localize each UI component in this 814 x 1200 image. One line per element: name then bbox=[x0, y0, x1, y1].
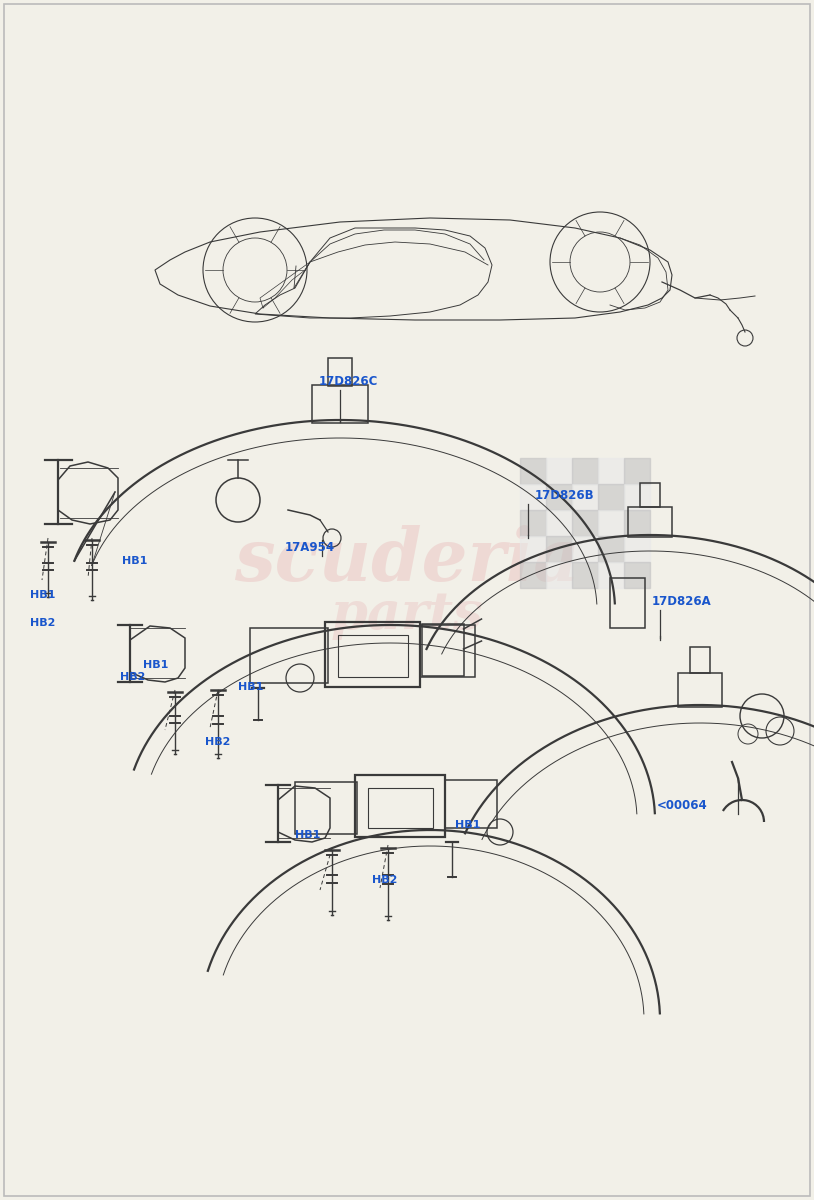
Bar bbox=[546, 484, 572, 510]
Text: HB2: HB2 bbox=[120, 672, 146, 682]
Bar bbox=[546, 562, 572, 588]
Bar bbox=[624, 536, 650, 562]
Text: HB2: HB2 bbox=[372, 875, 397, 886]
Text: scuderia: scuderia bbox=[234, 524, 580, 595]
Text: 17D826C: 17D826C bbox=[318, 374, 378, 388]
Bar bbox=[572, 458, 598, 484]
Bar bbox=[520, 458, 546, 484]
Bar bbox=[598, 562, 624, 588]
Bar bbox=[598, 536, 624, 562]
Bar bbox=[624, 484, 650, 510]
Text: 17D826B: 17D826B bbox=[535, 490, 595, 502]
Bar bbox=[546, 510, 572, 536]
Bar bbox=[572, 510, 598, 536]
Bar bbox=[598, 484, 624, 510]
Bar bbox=[624, 562, 650, 588]
Text: HB1: HB1 bbox=[295, 830, 320, 840]
Bar bbox=[598, 510, 624, 536]
Text: HB1: HB1 bbox=[30, 590, 55, 600]
Bar bbox=[598, 458, 624, 484]
Bar bbox=[546, 536, 572, 562]
Bar bbox=[624, 458, 650, 484]
Text: HB1: HB1 bbox=[455, 820, 480, 830]
Text: HB1: HB1 bbox=[238, 682, 264, 692]
Bar bbox=[572, 536, 598, 562]
Text: HB1: HB1 bbox=[122, 556, 147, 566]
Text: 17D826A: 17D826A bbox=[652, 595, 712, 608]
Bar bbox=[624, 510, 650, 536]
Bar bbox=[520, 484, 546, 510]
Bar bbox=[520, 536, 546, 562]
Text: <00064: <00064 bbox=[657, 799, 707, 812]
Text: parts: parts bbox=[330, 589, 484, 641]
Bar bbox=[546, 458, 572, 484]
Text: 17A954: 17A954 bbox=[285, 541, 335, 554]
Text: HB1: HB1 bbox=[142, 660, 168, 670]
Bar bbox=[520, 510, 546, 536]
Bar bbox=[572, 562, 598, 588]
Text: HB2: HB2 bbox=[30, 618, 55, 628]
Text: HB2: HB2 bbox=[205, 737, 230, 746]
Bar bbox=[572, 484, 598, 510]
Bar bbox=[520, 562, 546, 588]
